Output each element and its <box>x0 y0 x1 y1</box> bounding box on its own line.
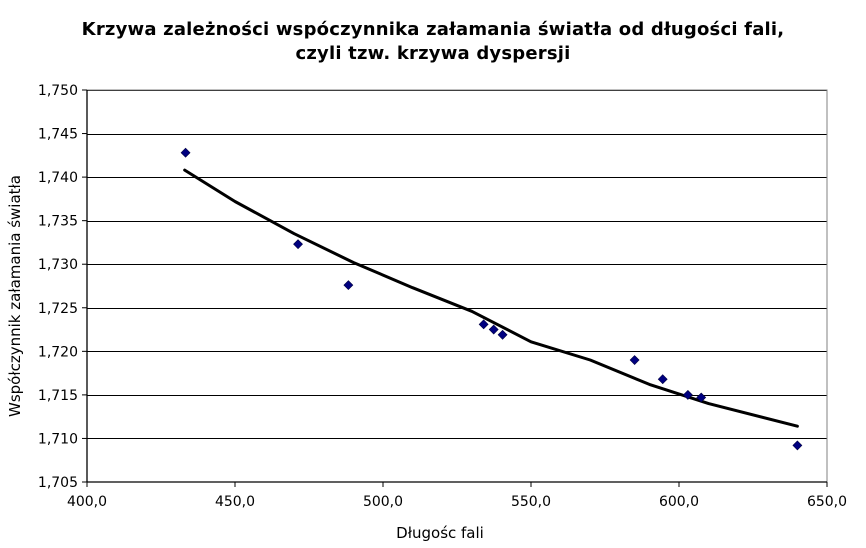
y-tick-label: 1,715 <box>38 388 78 404</box>
y-tick-label: 1,745 <box>38 127 78 143</box>
y-tick-label: 1,720 <box>38 344 78 360</box>
trendline <box>183 168 799 428</box>
x-tick-label: 600,0 <box>659 494 699 510</box>
axes <box>82 89 828 487</box>
y-tick-label: 1,705 <box>38 475 78 491</box>
chart-title-line-2: czyli tzw. krzywa dyspersji <box>295 43 571 64</box>
tick-labels: 1,705 1,710 1,715 1,720 1,725 1,730 1,735 1,740… <box>38 83 847 510</box>
trendline-path <box>183 168 799 428</box>
x-tick-label: 450,0 <box>215 494 255 510</box>
plot-area <box>87 90 827 482</box>
data-point <box>792 440 803 451</box>
data-point <box>478 319 489 330</box>
chart-title-line-1: Krzywa zależności wspóczynnika załamania… <box>81 19 785 40</box>
y-tick-label: 1,710 <box>38 431 78 447</box>
x-axis-label: Długośc fali <box>396 524 484 542</box>
y-axis-label: Współczynnik załamania światła <box>6 175 24 417</box>
y-tick-label: 1,735 <box>38 214 78 230</box>
data-point <box>657 374 668 385</box>
data-points <box>180 147 803 451</box>
data-point <box>682 389 693 400</box>
x-tick-label: 400,0 <box>67 494 107 510</box>
y-tick-label: 1,725 <box>38 301 78 317</box>
chart-title: Krzywa zależności wspóczynnika załamania… <box>0 18 866 66</box>
x-tick-label: 650,0 <box>807 494 847 510</box>
data-point <box>696 392 707 403</box>
x-tick-label: 500,0 <box>363 494 403 510</box>
data-point <box>497 329 508 340</box>
x-tick-label: 550,0 <box>511 494 551 510</box>
y-tick-label: 1,750 <box>38 83 78 99</box>
data-point <box>293 239 303 250</box>
y-tick-label: 1,740 <box>38 170 78 186</box>
data-point <box>629 355 640 365</box>
data-point <box>343 280 354 291</box>
y-tick-label: 1,730 <box>38 257 78 273</box>
data-point <box>180 147 191 158</box>
data-point <box>488 324 499 335</box>
